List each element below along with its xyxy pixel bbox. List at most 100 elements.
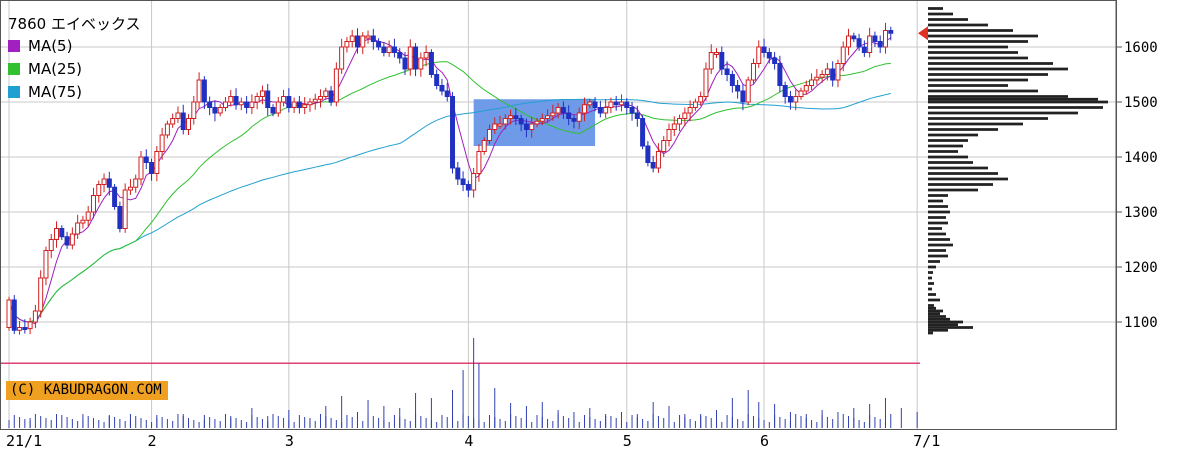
candle-body-59	[318, 96, 324, 100]
profile-bar-22	[928, 238, 950, 241]
candle-body-135	[719, 52, 725, 70]
candle-body-80	[428, 52, 434, 75]
x-tick-label-4: 5	[623, 432, 632, 450]
candle-body-149	[793, 96, 799, 103]
candle-body-123	[655, 151, 661, 169]
candle-body-8	[48, 239, 54, 251]
candle-body-100	[534, 120, 540, 125]
y-tick-label-3: 1400	[1124, 150, 1158, 166]
candle-body-76	[407, 46, 413, 70]
candle-body-42	[228, 96, 234, 103]
profile-bar-65	[928, 7, 943, 10]
current-price-triangle	[918, 26, 928, 41]
legend-label-ma75: MA(75)	[28, 82, 82, 101]
candle-body-91	[486, 129, 492, 141]
candle-body-35	[191, 101, 197, 119]
ma75-line-group	[8, 93, 891, 323]
legend-label-ma5: MA(5)	[28, 36, 73, 55]
copyright-label: (C) KABUDRAGON.COM	[6, 381, 168, 400]
candle-body-111	[592, 101, 598, 108]
candle-body-79	[423, 52, 429, 59]
profile-bar-24	[928, 227, 942, 230]
candle-body-116	[618, 101, 624, 106]
candle-body-28	[154, 151, 160, 174]
candle-body-143	[761, 46, 767, 53]
candle-body-38	[207, 101, 213, 108]
profile-bar-50	[928, 89, 1038, 93]
y-tick-label-5: 1600	[1124, 40, 1158, 56]
candle-body-69	[370, 35, 376, 42]
profile-bar-52	[928, 78, 1028, 82]
candlesticks	[6, 22, 894, 335]
candle-body-81	[434, 74, 440, 86]
candle-body-1	[11, 299, 17, 331]
candle-body-63	[339, 46, 345, 70]
y-tick-label-0: 1100	[1124, 315, 1158, 331]
profile-bar-16	[928, 271, 933, 274]
candle-body-160	[851, 35, 857, 40]
candle-body-150	[798, 90, 804, 97]
profile-bar-48	[928, 97, 1098, 101]
candle-body-114	[608, 101, 614, 108]
candle-body-40	[217, 107, 223, 114]
profile-bar-14	[928, 282, 934, 285]
profile-bar-11	[928, 298, 940, 302]
candle-body-106	[566, 112, 572, 119]
x-axis-ticks: 21/1 2 3 4 5 6 7/1	[6, 432, 940, 450]
profile-bar-46	[928, 106, 1103, 109]
candle-body-25	[138, 156, 144, 180]
candle-body-37	[201, 79, 207, 103]
candle-body-60	[323, 90, 329, 97]
candle-body-148	[787, 96, 793, 103]
candle-body-125	[666, 129, 672, 141]
profile-bar-21	[928, 243, 953, 247]
candle-body-103	[550, 112, 556, 117]
candle-body-29	[159, 134, 165, 152]
profile-bar-9	[928, 306, 936, 310]
candle-body-78	[418, 57, 424, 70]
profile-bar-3	[928, 323, 958, 327]
candle-body-132	[703, 68, 709, 97]
candle-body-119	[634, 112, 640, 119]
candle-body-50	[270, 107, 276, 114]
candle-body-84	[450, 96, 456, 169]
chart-legend: 7860 エイベックス MA(5) MA(25) MA(75)	[8, 12, 141, 103]
candle-body-3	[22, 327, 28, 330]
candle-body-108	[576, 112, 582, 122]
candle-body-5	[32, 310, 38, 323]
profile-bar-8	[928, 309, 943, 313]
candle-body-15	[85, 211, 91, 221]
candle-body-131	[698, 96, 704, 103]
candle-body-94	[502, 118, 508, 125]
candle-body-0	[6, 299, 12, 328]
profile-bar-49	[928, 95, 1068, 98]
candle-body-105	[560, 107, 566, 114]
candle-body-82	[439, 85, 445, 92]
profile-bar-30	[928, 194, 948, 197]
x-tick-label-1: 2	[148, 432, 157, 450]
legend-swatch-ma75	[8, 85, 20, 98]
profile-bar-36	[928, 161, 973, 164]
candle-body-146	[777, 63, 783, 86]
candle-body-12	[69, 233, 75, 246]
candle-body-17	[96, 184, 102, 196]
candle-body-18	[101, 178, 107, 185]
profile-bar-15	[928, 276, 932, 280]
profile-bar-58	[928, 45, 1008, 49]
candle-body-41	[222, 101, 228, 108]
profile-bar-26	[928, 216, 946, 219]
candle-body-153	[814, 76, 820, 81]
candle-body-77	[413, 46, 419, 70]
ma25-line-group	[8, 61, 891, 323]
profile-bar-64	[928, 12, 953, 16]
candle-body-159	[846, 35, 852, 48]
legend-item-ma25: MA(25)	[8, 57, 141, 80]
candle-body-62	[333, 68, 339, 103]
profile-bar-44	[928, 117, 1048, 120]
candle-body-73	[391, 46, 397, 53]
candle-body-27	[149, 162, 155, 174]
candle-body-136	[724, 68, 730, 75]
x-tick-label-2: 3	[285, 432, 294, 450]
profile-bar-17	[928, 265, 936, 269]
candle-body-19	[106, 178, 112, 188]
